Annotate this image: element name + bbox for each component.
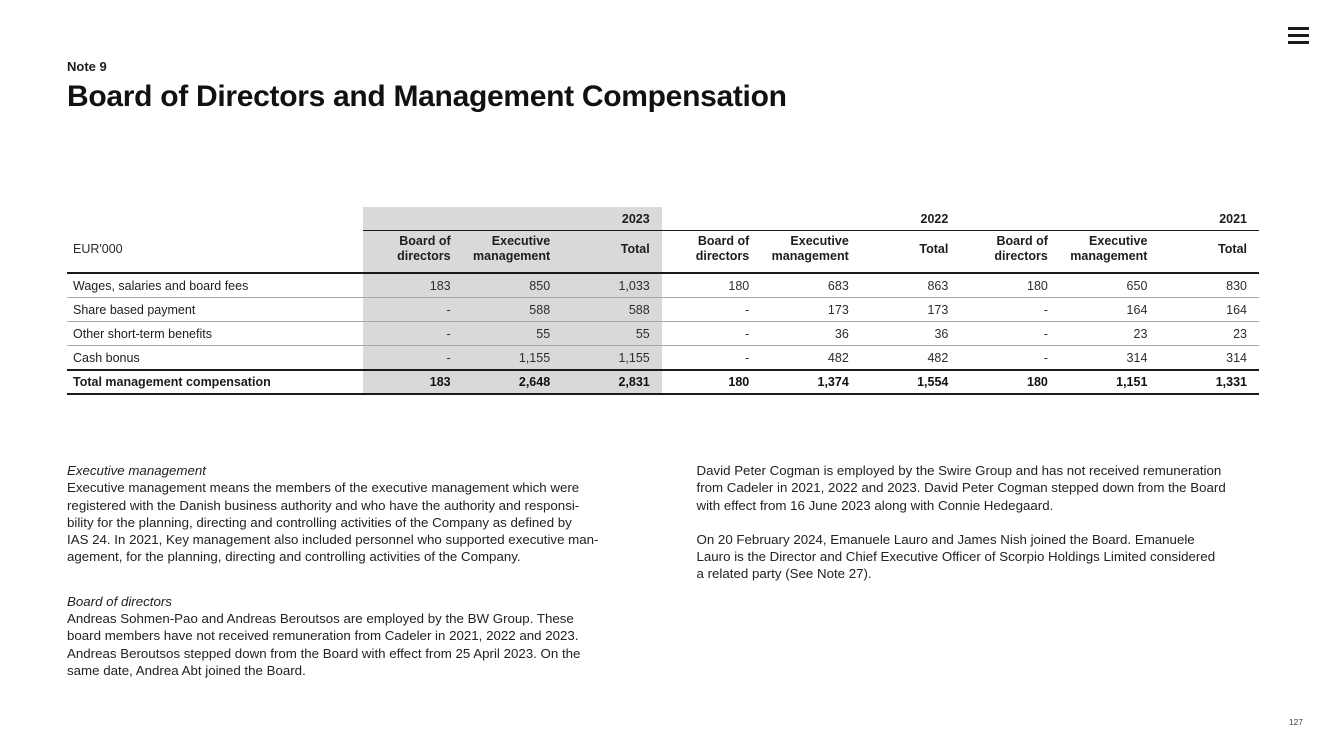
value-cell: 650	[1059, 273, 1160, 298]
value-cell: 1,151	[1059, 370, 1160, 395]
empty-cell	[67, 207, 363, 231]
hamburger-bar	[1288, 34, 1309, 37]
value-cell: 482	[761, 345, 861, 371]
report-page: Note 9 Board of Directors and Management…	[67, 59, 1266, 679]
value-cell: -	[363, 321, 463, 346]
hamburger-bar	[1288, 41, 1309, 44]
total-row-label: Total management compensation	[67, 370, 364, 395]
value-cell: 1,033	[562, 273, 662, 298]
col-header-board: Board of directors	[960, 230, 1060, 274]
section-heading: Board of directors	[67, 593, 172, 609]
value-cell: 314	[1059, 345, 1160, 371]
new-board-members-paragraph: On 20 February 2024, Emanuele Lauro and …	[696, 531, 1216, 582]
board-of-directors-section: Board of directors Andreas Sohmen-Pao an…	[67, 593, 639, 679]
left-text-column: Executive management Executive managemen…	[67, 462, 639, 679]
col-header-executive: Executive management	[761, 230, 861, 274]
year-header-row: 2023 2022 2021	[67, 207, 1259, 231]
value-cell: 180	[960, 370, 1060, 395]
row-label: Wages, salaries and board fees	[67, 273, 364, 298]
value-cell: 180	[661, 370, 762, 395]
col-header-board: Board of directors	[661, 230, 762, 274]
note-label: Note 9	[67, 59, 107, 74]
value-cell: 173	[860, 297, 961, 322]
value-cell: 2,648	[462, 370, 563, 395]
value-cell: -	[960, 297, 1060, 322]
hamburger-menu-icon[interactable]	[1288, 27, 1309, 44]
right-text-column: David Peter Cogman is employed by the Sw…	[697, 462, 1267, 679]
value-cell: 588	[462, 297, 563, 322]
value-cell: -	[661, 345, 762, 371]
value-cell: 850	[462, 273, 563, 298]
value-cell: -	[960, 345, 1060, 371]
value-cell: -	[363, 345, 463, 371]
value-cell: -	[661, 297, 762, 322]
table-row-wages: Wages, salaries and board fees 183 850 1…	[67, 273, 1259, 298]
value-cell: 1,155	[462, 345, 563, 371]
value-cell: 1,155	[562, 345, 662, 371]
page-number: 127	[1288, 717, 1303, 727]
value-cell: 164	[1059, 297, 1160, 322]
row-label: Share based payment	[67, 297, 364, 322]
year-2023: 2023	[363, 207, 662, 231]
section-paragraph: Andreas Sohmen-Pao and Andreas Beroutsos…	[67, 611, 581, 678]
year-2022: 2022	[661, 207, 961, 231]
note-body-text: Executive management Executive managemen…	[67, 462, 1266, 679]
row-label: Cash bonus	[67, 345, 364, 371]
value-cell: 683	[761, 273, 861, 298]
executive-management-section: Executive management Executive managemen…	[67, 462, 639, 566]
value-cell: 23	[1059, 321, 1160, 346]
value-cell: 55	[462, 321, 563, 346]
value-cell: 180	[661, 273, 762, 298]
value-cell: 173	[761, 297, 861, 322]
compensation-table: 2023 2022 2021 EUR'000 Board of director…	[67, 207, 1259, 395]
value-cell: 830	[1159, 273, 1259, 298]
value-cell: 588	[562, 297, 662, 322]
value-cell: 1,554	[860, 370, 961, 395]
value-cell: 314	[1159, 345, 1259, 371]
unit-label: EUR'000	[67, 230, 364, 274]
hamburger-bar	[1288, 27, 1309, 30]
value-cell: 36	[860, 321, 961, 346]
table-row-other-benefits: Other short-term benefits - 55 55 - 36 3…	[67, 321, 1259, 346]
value-cell: 183	[363, 370, 463, 395]
value-cell: 183	[363, 273, 463, 298]
section-paragraph: Executive management means the members o…	[67, 480, 599, 565]
value-cell: 482	[860, 345, 961, 371]
col-header-executive: Executive management	[462, 230, 563, 274]
value-cell: -	[363, 297, 463, 322]
value-cell: 36	[761, 321, 861, 346]
table-row-total: Total management compensation 183 2,648 …	[67, 370, 1259, 395]
value-cell: 164	[1159, 297, 1259, 322]
section-heading: Executive management	[67, 463, 206, 478]
value-cell: 1,331	[1159, 370, 1259, 395]
cogman-paragraph: David Peter Cogman is employed by the Sw…	[696, 463, 1226, 513]
value-cell: -	[661, 321, 762, 346]
page-title: Board of Directors and Management Compen…	[67, 80, 787, 113]
year-2021: 2021	[960, 207, 1259, 231]
value-cell: 1,374	[761, 370, 861, 395]
col-header-total: Total	[562, 230, 662, 274]
col-header-executive: Executive management	[1059, 230, 1160, 274]
column-header-row: EUR'000 Board of directors Executive man…	[67, 230, 1259, 274]
col-header-total: Total	[860, 230, 961, 274]
value-cell: 55	[562, 321, 662, 346]
value-cell: 180	[960, 273, 1060, 298]
value-cell: 23	[1159, 321, 1259, 346]
value-cell: 863	[860, 273, 961, 298]
value-cell: -	[960, 321, 1060, 346]
col-header-board: Board of directors	[363, 230, 463, 274]
row-label: Other short-term benefits	[67, 321, 364, 346]
col-header-total: Total	[1159, 230, 1259, 274]
table-row-cash-bonus: Cash bonus - 1,155 1,155 - 482 482 - 314…	[67, 345, 1259, 371]
table-row-share-based: Share based payment - 588 588 - 173 173 …	[67, 297, 1259, 322]
value-cell: 2,831	[562, 370, 662, 395]
